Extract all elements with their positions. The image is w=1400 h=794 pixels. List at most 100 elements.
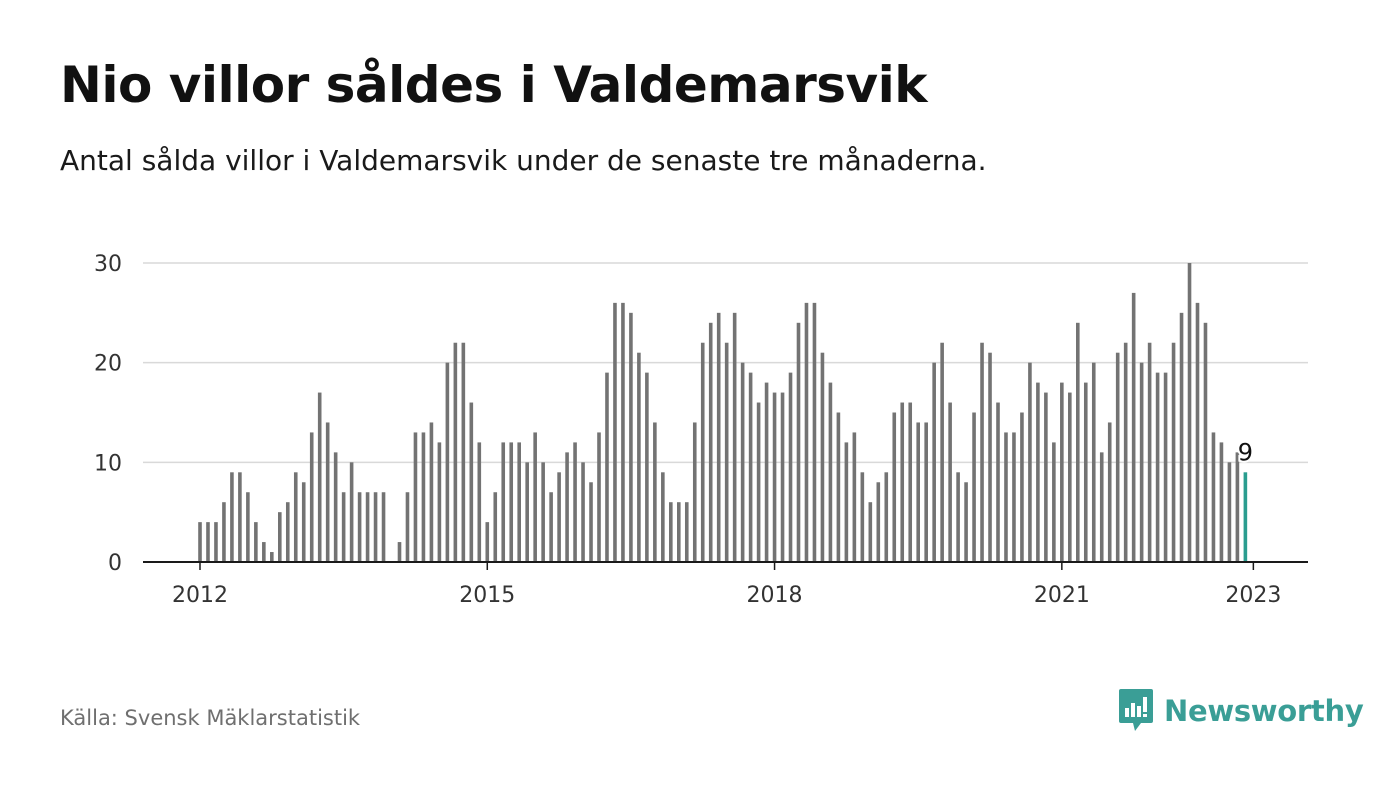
x-tick-label: 2021 (1034, 583, 1090, 608)
bar (573, 442, 577, 562)
bar-chart-speech-bubble-icon (1119, 689, 1153, 731)
axes: 0 10 20 30 2012 2015 2018 2021 2023 9 (94, 252, 1308, 608)
bar (621, 302, 625, 562)
source-credit: Källa: Svensk Mäklarstatistik (60, 706, 361, 730)
bar (270, 552, 274, 562)
bar (509, 442, 514, 562)
bar (852, 432, 857, 562)
bar (956, 472, 960, 562)
bar (637, 352, 641, 562)
bar (357, 492, 362, 562)
bar (341, 492, 346, 562)
bar (764, 382, 769, 562)
bar (653, 422, 657, 562)
bar (661, 472, 665, 562)
bar (740, 362, 745, 562)
bar (684, 502, 689, 562)
bar (381, 492, 386, 562)
bar (732, 312, 737, 562)
bar (485, 522, 490, 562)
bar (222, 502, 226, 562)
bar (868, 502, 873, 562)
bar (1211, 432, 1216, 562)
bar (756, 402, 761, 562)
bar (333, 452, 338, 562)
bar (916, 422, 920, 562)
bar (230, 472, 234, 562)
bar (1163, 372, 1168, 562)
bar (349, 462, 354, 562)
bar (1115, 352, 1120, 562)
bar-series (198, 263, 1248, 562)
bar-latest (1243, 472, 1248, 562)
bar (900, 402, 905, 562)
bar (278, 512, 282, 562)
bar (940, 342, 944, 562)
bar (549, 492, 553, 562)
bar (932, 362, 936, 562)
bar (437, 442, 442, 562)
bar (397, 542, 402, 562)
bar (836, 412, 841, 562)
bar (373, 492, 378, 562)
bar (1091, 362, 1096, 562)
brand-name: Newsworthy (1164, 694, 1364, 728)
bar (477, 442, 482, 562)
bar (246, 492, 250, 562)
bar (1004, 432, 1008, 562)
x-tick-label: 2015 (459, 583, 515, 608)
bar (820, 352, 825, 562)
bar (325, 422, 330, 562)
bar (948, 402, 952, 562)
bar (1060, 382, 1064, 562)
chart-subtitle: Antal sålda villor i Valdemarsvik under … (60, 144, 987, 177)
bar (884, 472, 889, 562)
bar (1147, 342, 1152, 562)
chart-title: Nio villor såldes i Valdemarsvik (60, 56, 928, 114)
bar (541, 462, 545, 562)
bar (501, 442, 506, 562)
bar (293, 472, 298, 562)
bar (1012, 432, 1016, 562)
bar (724, 342, 729, 562)
bar (964, 482, 968, 562)
bar (1052, 442, 1056, 562)
bar (876, 482, 881, 562)
bar (892, 412, 897, 562)
bar (772, 392, 777, 562)
bar (804, 302, 809, 562)
bar (1036, 382, 1040, 562)
bar (565, 452, 569, 562)
bar (581, 462, 585, 562)
y-tick-label: 10 (94, 451, 122, 476)
bar (1171, 342, 1176, 562)
bar (317, 392, 322, 562)
bar (780, 392, 785, 562)
bar (429, 422, 434, 562)
bar (677, 502, 681, 562)
bar (597, 432, 601, 562)
bar (908, 402, 913, 562)
bar (669, 502, 673, 562)
bar (996, 402, 1000, 562)
bar (788, 372, 793, 562)
bar (924, 422, 928, 562)
bar (461, 342, 466, 562)
bar (700, 342, 705, 562)
bar (1179, 312, 1184, 562)
newsworthy-logo[interactable]: Newsworthy (1118, 688, 1364, 734)
bar (262, 542, 266, 562)
bar (206, 522, 210, 562)
bar (1107, 422, 1112, 562)
bar (629, 312, 633, 562)
bar (445, 362, 450, 562)
bar (1187, 263, 1192, 562)
y-tick-label: 30 (94, 252, 122, 277)
y-tick-label: 0 (108, 551, 122, 576)
bar (828, 382, 833, 562)
x-tick-label: 2018 (747, 583, 803, 608)
bar (198, 522, 202, 562)
bar (413, 432, 418, 562)
bar (1076, 322, 1080, 562)
bar (301, 482, 306, 562)
